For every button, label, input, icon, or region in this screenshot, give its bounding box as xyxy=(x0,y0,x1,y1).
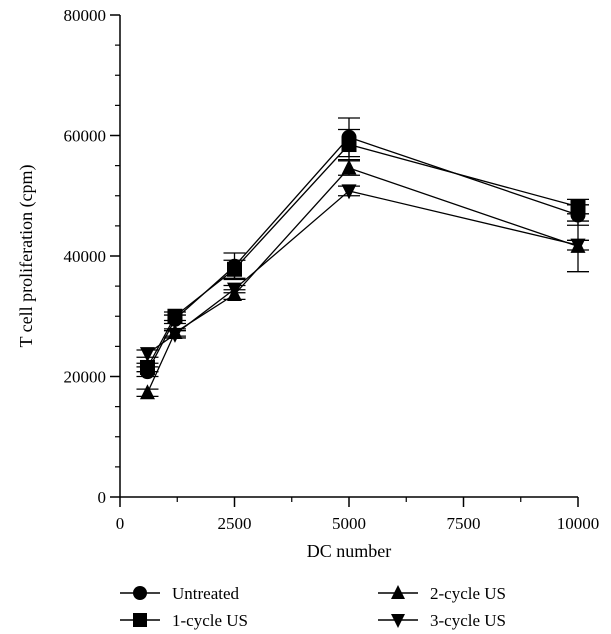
series-line xyxy=(146,143,579,368)
marker-triangle-down xyxy=(570,238,586,254)
legend-item: Untreated xyxy=(120,584,240,603)
legend-item: 2-cycle US xyxy=(378,584,506,603)
marker-square xyxy=(341,137,357,153)
y-axis-title: T cell proliferation (cpm) xyxy=(16,164,37,347)
marker-circle xyxy=(133,586,147,600)
series-line xyxy=(146,167,579,394)
marker-square xyxy=(139,359,155,375)
marker-square xyxy=(133,613,147,627)
legend-item: 3-cycle US xyxy=(378,611,506,630)
legend-label: 2-cycle US xyxy=(430,584,506,603)
series-1-cycle-us xyxy=(136,128,589,375)
x-axis-title: DC number xyxy=(307,541,392,561)
x-tick-label: 10000 xyxy=(557,514,600,533)
marker-triangle-down xyxy=(391,614,405,628)
legend-item: 1-cycle US xyxy=(120,611,248,630)
y-tick-label: 80000 xyxy=(64,6,107,25)
marker-square xyxy=(227,261,242,277)
y-tick-label: 0 xyxy=(98,488,107,507)
legend-label: 3-cycle US xyxy=(430,611,506,630)
y-tick-label: 20000 xyxy=(64,368,107,387)
marker-square xyxy=(167,308,183,324)
axes: 0 20000 40000 60000 80000 0 2500 5000 7500 10000 xyxy=(64,6,600,533)
marker-triangle-up xyxy=(341,159,357,175)
series-3-cycle-us xyxy=(136,184,589,363)
legend-label: 1-cycle US xyxy=(172,611,248,630)
y-tick-label: 40000 xyxy=(64,247,107,266)
series-layer xyxy=(136,117,589,400)
series-untreated xyxy=(136,117,589,380)
legend-label: Untreated xyxy=(172,584,240,603)
y-tick-label: 60000 xyxy=(64,127,107,146)
marker-triangle-down xyxy=(227,282,242,298)
series-line xyxy=(147,190,579,355)
marker-triangle-down xyxy=(139,347,155,363)
x-tick-label: 7500 xyxy=(447,514,481,533)
marker-triangle-up xyxy=(139,384,155,400)
marker-triangle-up xyxy=(391,585,405,599)
marker-square xyxy=(570,199,586,215)
legend: Untreated 1-cycle US 2-cycle US 3-cycle US xyxy=(120,584,506,630)
marker-triangle-down xyxy=(167,327,183,343)
x-tick-label: 5000 xyxy=(332,514,366,533)
marker-triangle-down xyxy=(341,184,357,200)
x-tick-label: 0 xyxy=(116,514,125,533)
x-tick-label: 2500 xyxy=(218,514,252,533)
